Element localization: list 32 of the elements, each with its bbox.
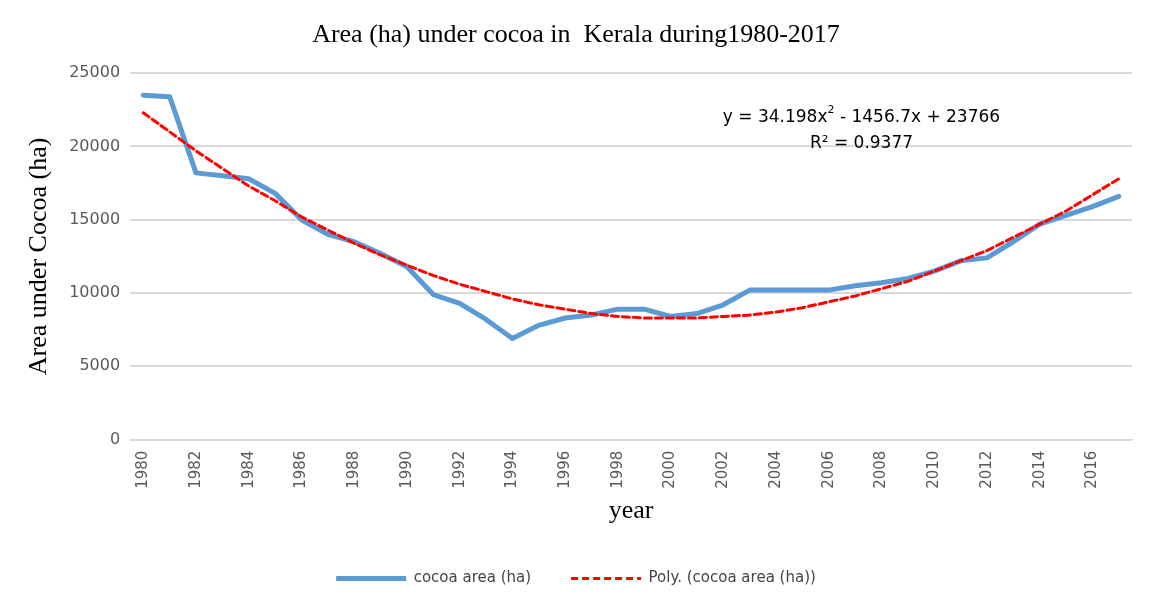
x-tick-label: 2010 bbox=[924, 450, 943, 489]
x-tick-label: 1994 bbox=[502, 450, 521, 489]
y-tick-label: 10000 bbox=[69, 282, 121, 302]
legend-label: Poly. (cocoa area (ha)) bbox=[648, 568, 816, 587]
x-tick-label: 1984 bbox=[238, 450, 257, 489]
y-tick-label: 15000 bbox=[69, 208, 121, 228]
legend-label: cocoa area (ha) bbox=[413, 568, 532, 587]
y-tick-label: 5000 bbox=[79, 355, 121, 375]
x-tick-label: 1988 bbox=[344, 450, 363, 489]
line-series bbox=[141, 111, 1121, 320]
y-tick-label: 25000 bbox=[69, 62, 121, 82]
x-tick-label: 2014 bbox=[1029, 450, 1048, 489]
x-tick-label: 2004 bbox=[765, 450, 784, 489]
annotation: R² = 0.9377 bbox=[809, 131, 914, 152]
x-tick-label: 1996 bbox=[555, 450, 574, 489]
x-tick-label: 2000 bbox=[660, 450, 679, 489]
x-axis-title: year bbox=[608, 495, 654, 525]
y-axis-title: Area under Cocoa (ha) bbox=[23, 137, 53, 376]
x-tick-label: 1986 bbox=[291, 450, 310, 489]
x-tick-label: 1982 bbox=[185, 450, 204, 489]
x-tick-label: 1990 bbox=[396, 450, 415, 489]
x-tick-label: 2002 bbox=[713, 450, 732, 489]
x-tick-label: 2008 bbox=[871, 450, 890, 489]
x-tick-label: 1992 bbox=[449, 450, 468, 489]
y-tick-label: 20000 bbox=[69, 135, 121, 155]
x-tick-label: 1998 bbox=[607, 450, 626, 489]
x-tick-label: 2012 bbox=[976, 450, 995, 489]
x-tick-label: 2016 bbox=[1082, 450, 1101, 489]
x-tick-label: 2006 bbox=[818, 450, 837, 489]
chart-title: Area (ha) under cocoa in Kerala during1980-2017 bbox=[312, 19, 840, 49]
y-tick-label: 0 bbox=[109, 428, 121, 448]
x-tick-label: 1980 bbox=[133, 450, 152, 489]
